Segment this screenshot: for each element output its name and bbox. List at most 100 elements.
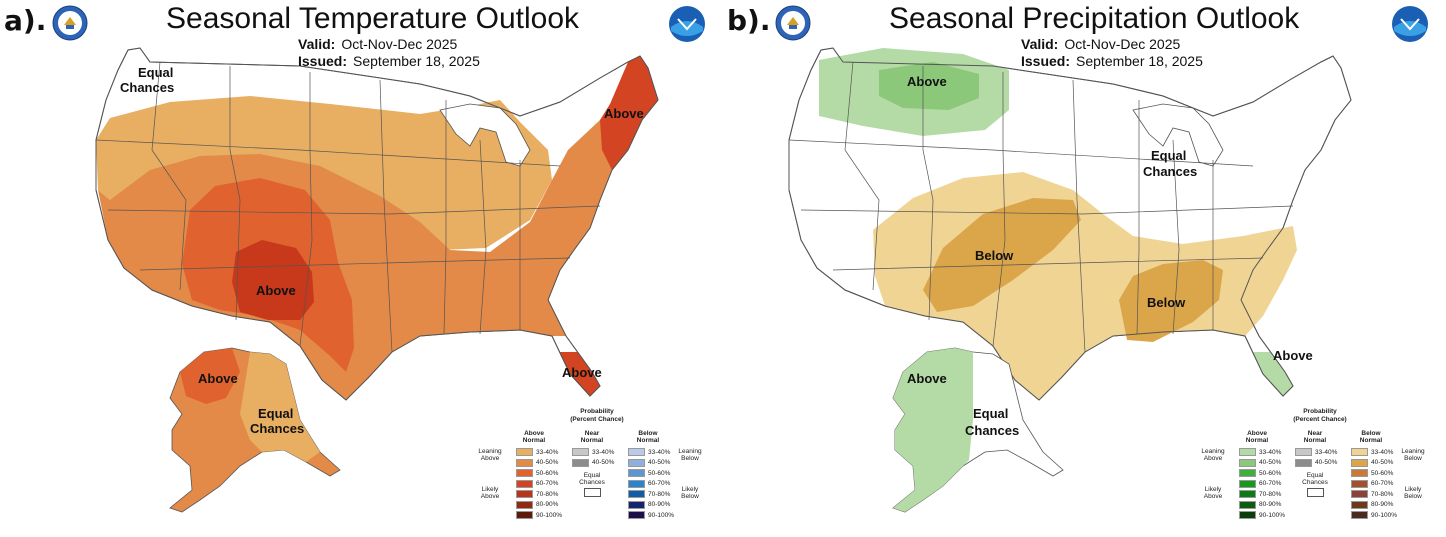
temperature-map: Equal Chances Above Above Above Above Eq…	[95, 47, 659, 513]
label-above-ak-b: Above	[907, 371, 947, 386]
alaska-leaning-above-region	[240, 352, 320, 462]
valid-line-a: Valid: Oct-Nov-Dec 2025	[298, 36, 457, 52]
legend-a-likely-below-1: Likely	[681, 486, 699, 493]
valid-label-a: Valid:	[298, 36, 336, 52]
label-above-ne: Above	[604, 106, 644, 121]
legend-a-head-near-1: Near	[584, 430, 600, 437]
legend-a-below-label-5: 80-90%	[648, 501, 671, 508]
legend-a-above-swatch-4	[516, 490, 533, 498]
label-above-nw-b: Above	[907, 74, 947, 89]
legend-b-leaning-above-1: Leaning	[1201, 448, 1225, 455]
legend-a-near-row-0: 33-40%	[572, 448, 614, 456]
legend-a-above-row-4: 70-80%	[516, 490, 558, 498]
legend-b-above-label-1: 40-50%	[1259, 459, 1282, 466]
legend-a-below-row-2: 50-60%	[628, 469, 670, 477]
legend-a-equal-chances: Equal Chances	[574, 472, 610, 486]
legend-b-title-1: Probability	[1303, 408, 1337, 415]
legend-b-likely-above: Likely Above	[1195, 486, 1231, 500]
legend-b-near-label-1: 40-50%	[1315, 459, 1338, 466]
alaska-above-region-b	[893, 348, 973, 512]
legend-b-likely-below-2: Below	[1404, 493, 1422, 500]
issued-line-b: Issued: September 18, 2025	[1021, 53, 1203, 69]
panel-letter-a: a).	[4, 4, 47, 37]
conus-outline-stroke	[95, 47, 659, 401]
legend-b-below-row-4: 70-80%	[1351, 490, 1393, 498]
precipitation-outlook-panel: Above Equal Chances Below Below Above Ab…	[723, 0, 1446, 537]
legend-a-head-below-1: Below	[638, 430, 658, 437]
legend-a-likely-below: Likely Below	[672, 486, 708, 500]
legend-a-below-row-0: 33-40%	[628, 448, 670, 456]
legend-a-below-label-1: 40-50%	[648, 459, 671, 466]
legend-b-above-row-2: 50-60%	[1239, 469, 1281, 477]
commerce-seal-icon-b	[775, 5, 811, 41]
legend-a-above-swatch-0	[516, 448, 533, 456]
valid-value-b: Oct-Nov-Dec 2025	[1064, 36, 1181, 52]
legend-a-head-above-1: Above	[524, 430, 544, 437]
state-boundaries	[95, 61, 601, 353]
legend-b-above-swatch-4	[1239, 490, 1256, 498]
legend-b-above-row-6: 90-100%	[1239, 511, 1285, 519]
legend-a-head-above: Above Normal	[514, 430, 554, 444]
legend-a-above-row-1: 40-50%	[516, 458, 558, 467]
legend-a-above-swatch-3	[516, 479, 533, 488]
legend-a-head-above-2: Normal	[522, 437, 546, 444]
legend-a-above-row-5: 80-90%	[516, 500, 558, 509]
temperature-outlook-panel: Equal Chances Above Above Above Above Eq…	[4, 2, 708, 519]
legend-a-above-swatch-5	[516, 500, 533, 509]
legend-b-near-row-1: 40-50%	[1295, 458, 1338, 467]
legend-a-above-row-6: 90-100%	[516, 511, 562, 519]
legend-a-above-row-2: 50-60%	[516, 469, 558, 477]
legend-b-leaning-above: Leaning Above	[1195, 448, 1231, 462]
legend-b-leaning-below-1: Leaning	[1401, 448, 1425, 455]
label-equal-ne-b: Equal	[1151, 148, 1186, 163]
legend-a-below-label-4: 70-80%	[648, 490, 671, 498]
legend-a-above-label-0: 33-40%	[536, 448, 559, 456]
temp-northeast-above-region	[600, 56, 658, 170]
legend-b-above-label-6: 90-100%	[1259, 511, 1286, 519]
legend-a-above-label-2: 50-60%	[536, 469, 559, 477]
great-lakes	[439, 103, 531, 167]
legend-b-leaning-below: Leaning Below	[1395, 448, 1431, 462]
legend-a-title-2: (Percent Chance)	[570, 416, 624, 423]
legend-b-near-row-0: 33-40%	[1295, 448, 1337, 456]
commerce-seal-icon	[52, 5, 88, 41]
legend-a-below-row-5: 80-90%	[628, 500, 671, 509]
legend-b-below-row-5: 80-90%	[1351, 500, 1393, 509]
legend-a-below-swatch-6	[628, 511, 645, 519]
legend-a-head-below-2: Normal	[636, 437, 660, 444]
issued-label-b: Issued:	[1021, 53, 1071, 69]
legend-b-head-near: Near Normal	[1295, 430, 1335, 444]
issued-value-a: September 18, 2025	[353, 53, 480, 69]
legend-b-below-swatch-0	[1351, 448, 1368, 456]
legend-b-title-2: (Percent Chance)	[1293, 416, 1347, 423]
legend-b-ec-2: Chances	[1302, 479, 1328, 486]
label-equal-nw: Equal	[138, 65, 173, 80]
legend-a-near-label-0: 33-40%	[592, 448, 615, 456]
legend-a-above-row-0: 33-40%	[516, 448, 558, 456]
legend-b-below-swatch-3	[1351, 479, 1368, 488]
panel-title-b: Seasonal Precipitation Outlook	[889, 2, 1300, 35]
label-below-sw-b: Below	[975, 248, 1014, 263]
legend-a-below-swatch-3	[628, 479, 645, 488]
legend-a-above-label-3: 60-70%	[536, 480, 559, 487]
legend-a-leaning-below-1: Leaning	[678, 448, 702, 455]
state-boundaries-b	[788, 61, 1294, 353]
legend-a-above-swatch-6	[516, 511, 533, 519]
legend-b-near-swatch-0	[1295, 448, 1312, 456]
legend-a-below-label-3: 60-70%	[648, 480, 671, 487]
legend-a-likely-above: Likely Above	[472, 486, 508, 500]
legend-b-near-swatch-1	[1295, 458, 1312, 467]
label-equal-ne-b-2: Chances	[1143, 164, 1197, 179]
legend-a-equal-chances-swatch	[584, 488, 601, 497]
legend-a-near-row-1: 40-50%	[572, 458, 614, 467]
legend-b-head-below: Below Normal	[1351, 430, 1391, 444]
precipitation-map: Above Equal Chances Below Below Above Ab…	[788, 47, 1352, 513]
legend-b-above-swatch-0	[1239, 448, 1256, 456]
legend-b-above-row-1: 40-50%	[1239, 458, 1282, 467]
temp-60-70-region	[232, 240, 314, 320]
legend-b-above-label-2: 50-60%	[1259, 469, 1282, 477]
legend-b-above-label-4: 70-80%	[1259, 490, 1282, 498]
legend-b-head-below-2: Normal	[1359, 437, 1383, 444]
legend-a-below-swatch-2	[628, 469, 645, 477]
conus-outline-stroke-b	[788, 47, 1352, 401]
